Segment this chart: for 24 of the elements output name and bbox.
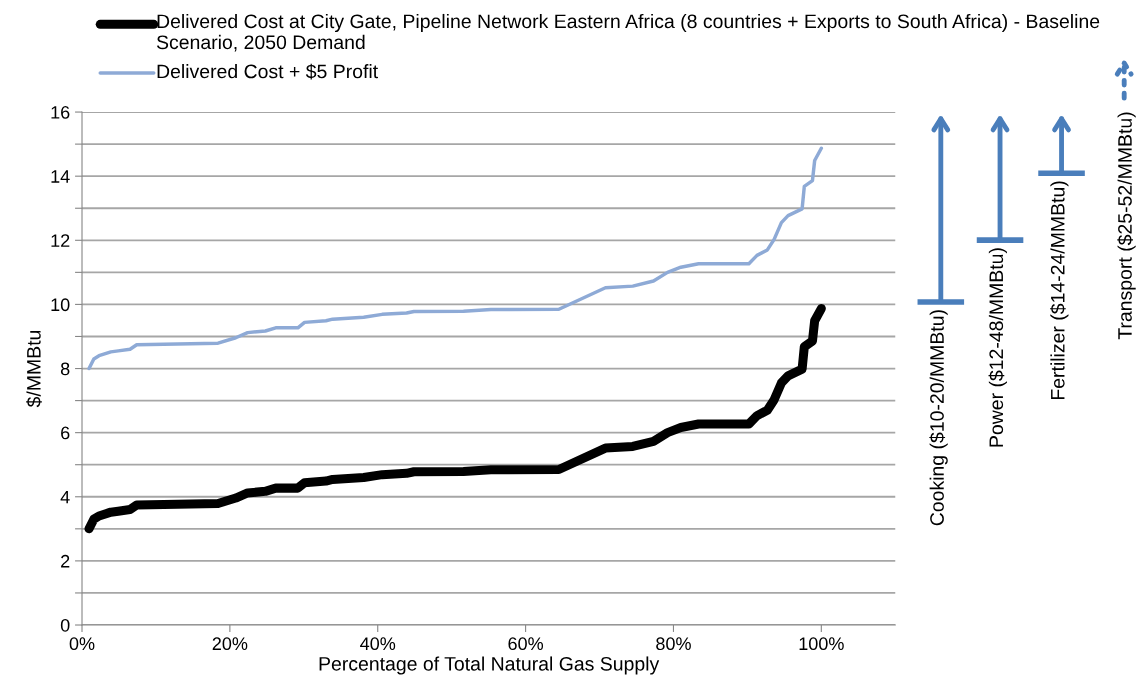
- x-tick-label: 0%: [69, 637, 95, 651]
- text: Cooking ($10-20/MMBtu): [929, 310, 948, 526]
- legend-label: Delivered Cost at City Gate, Pipeline Network Eastern Africa (8 countries + Exports to South Africa) - Baseline Scenario, 2050 Demand: [156, 13, 1100, 52]
- x-tick-label: 80%: [656, 637, 691, 651]
- line-series: [87, 146, 824, 371]
- y-tick-label: 8: [60, 362, 70, 376]
- text: Power ($12-48/MMBtu): [988, 248, 1007, 447]
- text: Fertilizer ($14-24/MMBtu): [1050, 181, 1069, 400]
- text: Transport ($25-52/MMBtu): [1117, 112, 1136, 340]
- y-tick-label: 12: [51, 234, 70, 247]
- x-tick-label: 60%: [508, 637, 544, 651]
- y-tick-label: 0: [60, 618, 70, 632]
- y-tick-label: 2: [61, 554, 70, 568]
- x-axis-title: Percentage of Total Natural Gas Supply: [319, 656, 660, 675]
- x-tick-label: 40%: [360, 637, 396, 651]
- y-tick-label: 6: [61, 426, 70, 440]
- y-axis-title: $/MMBtu: [26, 330, 42, 408]
- x-tick-label: 20%: [212, 637, 248, 651]
- legend-label: Delivered Cost + $5 Profit: [157, 63, 378, 80]
- y-tick-label: 4: [60, 490, 70, 504]
- x-tick-label: 100%: [799, 637, 844, 651]
- y-tick-label: 16: [51, 105, 70, 119]
- y-tick-label: 10: [51, 298, 70, 312]
- y-tick-label: 14: [51, 170, 70, 183]
